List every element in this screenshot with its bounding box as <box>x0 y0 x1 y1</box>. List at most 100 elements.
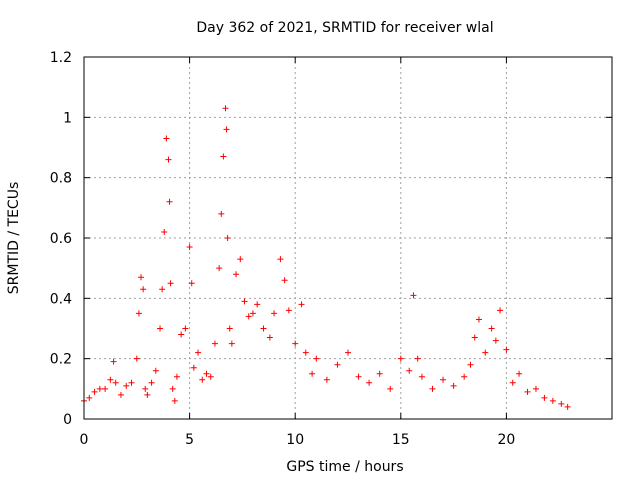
data-point <box>135 310 142 317</box>
data-point <box>475 316 482 323</box>
data-point <box>86 394 93 401</box>
y-axis-label: SRMTID / TECUs <box>6 182 22 295</box>
data-point <box>188 280 195 287</box>
plot-frame <box>83 56 613 420</box>
data-point <box>167 280 174 287</box>
y-tick-label: 0.8 <box>50 171 72 187</box>
data-point <box>195 349 202 356</box>
data-point <box>233 271 240 278</box>
data-point <box>292 340 299 347</box>
data-point <box>509 379 516 386</box>
data-point <box>450 382 457 389</box>
grid-lines <box>84 57 612 419</box>
data-point <box>207 373 214 380</box>
data-point <box>260 325 267 332</box>
data-point <box>110 358 117 365</box>
data-point <box>133 355 140 362</box>
data-point <box>142 385 149 392</box>
data-point <box>157 325 164 332</box>
data-point <box>173 373 180 380</box>
data-point <box>440 376 447 383</box>
data-point <box>418 373 425 380</box>
data-point <box>410 292 417 299</box>
data-point <box>123 382 130 389</box>
data-point <box>216 265 223 272</box>
x-tick-label: 0 <box>80 432 89 448</box>
data-point <box>406 367 413 374</box>
data-point <box>169 385 176 392</box>
data-point <box>313 355 320 362</box>
data-point <box>166 198 173 205</box>
data-point <box>471 334 478 341</box>
data-point <box>128 379 135 386</box>
data-point <box>516 370 523 377</box>
data-point <box>245 313 252 320</box>
data-point <box>199 376 206 383</box>
x-axis-label: GPS time / hours <box>286 459 403 475</box>
data-point <box>488 325 495 332</box>
data-point <box>302 349 309 356</box>
data-point <box>190 364 197 371</box>
data-point <box>492 337 499 344</box>
data-point <box>298 301 305 308</box>
data-point <box>387 385 394 392</box>
data-point <box>163 135 170 142</box>
data-point <box>461 373 468 380</box>
data-point <box>503 346 510 353</box>
data-point <box>171 397 178 404</box>
data-point <box>366 379 373 386</box>
data-point <box>107 376 114 383</box>
data-point <box>376 370 383 377</box>
data-point <box>138 274 145 281</box>
data-point <box>249 310 256 317</box>
data-point <box>228 340 235 347</box>
data-point <box>161 228 168 235</box>
data-point <box>96 385 103 392</box>
data-point <box>186 244 193 251</box>
y-tick-label: 0.4 <box>50 291 72 307</box>
data-point <box>112 379 119 386</box>
data-points <box>81 105 571 410</box>
data-point <box>355 373 362 380</box>
data-point <box>277 256 284 263</box>
data-point <box>237 256 244 263</box>
data-point <box>254 301 261 308</box>
data-point <box>334 361 341 368</box>
data-point <box>429 385 436 392</box>
y-tick-label: 0.2 <box>50 352 72 368</box>
data-point <box>102 385 109 392</box>
data-point <box>467 361 474 368</box>
y-tick-label: 0.6 <box>50 231 72 247</box>
data-point <box>281 277 288 284</box>
data-point <box>497 307 504 314</box>
data-point <box>152 367 159 374</box>
data-point <box>285 307 292 314</box>
data-point <box>323 376 330 383</box>
data-point <box>178 331 185 338</box>
data-point <box>144 391 151 398</box>
data-point <box>266 334 273 341</box>
axis-ticks: 0 0.2 0.4 0.6 0.8 1 1.2 0 5 10 15 20 <box>50 50 612 448</box>
y-tick-label: 1 <box>63 110 72 126</box>
x-tick-label: 20 <box>497 432 515 448</box>
data-point <box>549 397 556 404</box>
data-point <box>203 370 210 377</box>
data-point <box>223 126 230 133</box>
data-point <box>271 310 278 317</box>
data-point <box>241 298 248 305</box>
y-tick-label: 1.2 <box>50 50 72 66</box>
data-point <box>182 325 189 332</box>
data-point <box>148 379 155 386</box>
data-point <box>159 286 166 293</box>
data-point <box>117 391 124 398</box>
data-point <box>541 394 548 401</box>
data-point <box>414 355 421 362</box>
data-point <box>222 105 229 112</box>
data-point <box>226 325 233 332</box>
data-point <box>140 286 147 293</box>
data-point <box>345 349 351 356</box>
x-tick-label: 10 <box>286 432 304 448</box>
data-point <box>91 388 98 395</box>
data-point <box>218 210 225 217</box>
